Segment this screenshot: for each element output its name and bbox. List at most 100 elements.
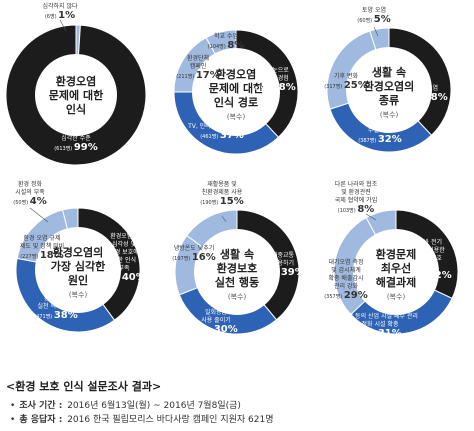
slice-value: (190명) 15% (200, 196, 244, 207)
slice-value: (399명) 32% (408, 270, 452, 281)
slice-name: 환경 보호 실천 의지 부족 (38, 294, 75, 310)
slice-value: (496명) 40% (102, 272, 146, 283)
slice-name: 심각한 수준 (61, 134, 91, 142)
footer-bullet: • (10, 415, 16, 425)
leader-line (221, 215, 227, 223)
slice-name: 기후 변화 (334, 72, 358, 80)
leader-line (29, 207, 49, 223)
slice-value: (227명) 18% (20, 250, 64, 261)
slice-label: 대중교통 이용하기(480명) 39% (261, 251, 305, 278)
chart-subtitle: (복수) (227, 113, 246, 121)
slice-name: 환경오염의 심각성 및 환경 보호에 대한 인식 부족 (109, 232, 139, 272)
slice-name: 일회용품 사용 줄이기 (201, 308, 231, 324)
chart-title: 생활 속 환경오염의 종류 (364, 65, 415, 107)
donut-center (35, 227, 121, 313)
leader-line (365, 213, 377, 221)
chart-subtitle: (복수) (69, 291, 88, 299)
slice-value: (471명) 38% (34, 310, 78, 321)
donut-chart-6: 환경문제 최우선 해결과제 (복수) 올바 전기 등을 이용한 환경 보호 실천(399명) … (324, 180, 459, 339)
donut-center (353, 229, 439, 315)
slice-value: (457명) 38% (404, 92, 448, 103)
footer-title: <환경 보호 인식 설문조사 결과> (6, 380, 162, 393)
survey-footer: <환경 보호 인식 설문조사 결과> • 조사 기간 : 2016년 6월13일(… (6, 378, 472, 425)
footer-bullet: • (10, 401, 16, 411)
slice-value: (613명) 99% (54, 142, 98, 153)
slice-value: (387명) 32% (358, 134, 402, 145)
footer-value: 2016년 6월13일(월) ~ 2016년 7월8일(금) (67, 401, 241, 411)
donut-chart-4: 환경오염의 가장 심각한 원인 (복수) 환경오염의 심각성 및 환경 보호에 대한 인식 부족… (13, 180, 146, 333)
slice-name: 냉방온도 낮추기 (174, 244, 215, 252)
chart-title: 환경문제 최우선 해결과제 (376, 247, 416, 289)
slice-value: (357명) 29% (324, 290, 368, 301)
chart-subtitle: (복수) (228, 293, 247, 301)
donut-center (192, 48, 280, 136)
chart-subtitle: (복수) (380, 111, 399, 119)
slice-label: 환경 보호 실천 의지 부족(471명) 38% (34, 294, 78, 321)
slice-label: 환경오염의 심각성 및 환경 보호에 대한 인식 부족(496명) 40% (102, 232, 146, 283)
slice-label: 기후 변화(317명) 25% (324, 72, 368, 91)
slice-value: (461명) 37% (200, 130, 244, 141)
slice-value: (6명) 1% (45, 10, 75, 21)
slice-label: 냉방온도 낮추기(197명) 16% (172, 244, 216, 263)
slice-name: 다른 나라와 협조 및 환경관련 국제 협약에 가입 (335, 180, 378, 204)
footer-key: 총 응답자 : (19, 415, 63, 425)
slice-value: (104명) 8% (208, 40, 245, 51)
donut-chart-5: 생활 속 환경보호 실천 행동 (복수) 대중교통 이용하기(480명) 39% 일회용품 사… (172, 180, 305, 335)
slice-label: 공장 등의 산업 시설 폐수 관리 정화 시설 확충(383명) 31% (342, 312, 418, 339)
donut-center (346, 47, 432, 133)
donut-center (35, 54, 117, 136)
slice-name: 환경 정화 시설의 부족 (15, 180, 45, 196)
slice-label: 심각한 수준(613명) 99% (54, 134, 98, 153)
slice-name: 학교 수업 (214, 32, 238, 40)
slice-label: 토양 오염(60명) 5% (357, 6, 391, 37)
chart-title: 환경오염의 가장 심각한 원인 (51, 245, 105, 287)
slice-label: 올바 전기 등을 이용한 환경 보호 실천(399명) 32% (408, 238, 452, 281)
slice-label: 대기오염 측정 및 감시체계 확충 배출감시 관리 강화(357명) 29% (324, 258, 368, 301)
slice-value: (383명) 31% (358, 328, 402, 339)
slice-label: 다른 나라와 협조 및 환경관련 국제 협약에 가입(103명) 8% (335, 180, 378, 221)
donut-center (194, 229, 280, 315)
slice-label: 심각하지 않다(6명) 1% (42, 2, 78, 32)
footer-key: 조사 기간 : (19, 401, 63, 411)
slice-label: 학교 수업(104명) 8% (208, 32, 245, 51)
slice-label: 일회용품 사용 줄이기(368명) 30% (194, 308, 238, 335)
chart-title: 환경오염 문제에 대한 인식 (49, 74, 103, 116)
slice-name: 수질 오염 (368, 126, 392, 134)
slice-value: (50명) 4% (13, 196, 46, 207)
slice-label: TV, 인터넷(유튜브 미디어)(461명) 37% (187, 122, 256, 141)
chart-title: 환경오염 문제에 대한 인식 경로 (209, 67, 263, 109)
slice-value: (475명) 38% (252, 82, 296, 93)
slice-name: 대중교통 이용하기 (272, 251, 295, 267)
slice-value: (480명) 39% (261, 267, 305, 278)
slice-name: 환경 오염 규제 제도 및 정책 미비 (20, 234, 64, 250)
footer-line-respondents: • 총 응답자 : 2016 한국 필립모리스 바다사랑 캠페인 지원자 621명 (10, 412, 472, 425)
slice-name: 재활용품 및 친환경제품 사용 (202, 180, 243, 196)
chart-title: 생활 속 환경보호 실천 행동 (215, 247, 259, 289)
slice-name: 심각하지 않다 (42, 2, 78, 10)
footer-line-period: • 조사 기간 : 2016년 6월13일(월) ~ 2016년 7월8일(금) (10, 398, 472, 411)
slice-label: 수질 오염(387명) 32% (358, 126, 402, 145)
slice-label: 환경단체 캠페인(211명) 17% (176, 54, 220, 81)
slice-name: 토양 오염 (362, 6, 386, 14)
slice-name: 공장 등의 산업 시설 폐수 관리 정화 시설 확충 (342, 312, 418, 328)
leader-line (373, 26, 379, 37)
slice-value: (197명) 16% (172, 252, 216, 263)
leader-line (59, 19, 67, 32)
slice-label: 재활용품 및 친환경제품 사용(190명) 15% (200, 180, 244, 223)
slice-value: (103명) 8% (338, 204, 375, 215)
footer-value: 2016 한국 필립모리스 바다사랑 캠페인 지원자 621명 (67, 415, 274, 425)
slice-name: 대기 오염 (414, 84, 438, 92)
chart-subtitle: (복수) (387, 293, 406, 301)
slice-label: 환경 정화 시설의 부족(50명) 4% (13, 180, 49, 223)
slice-label: 환경 오염 규제 제도 및 정책 미비(227명) 18% (20, 234, 64, 261)
donut-chart-1: 환경오염 문제에 대한 인식 심각하지 않다(6명) 1% 심각한 수준(613명) 9… (5, 2, 147, 166)
slice-value: (211명) 17% (176, 70, 220, 81)
donut-chart-2: 환경오염 문제에 대한 인식 경로 (복수) 직접 눈으로 보거나 경험(475명) 38… (173, 29, 299, 155)
slice-name: 올바 전기 등을 이용한 환경 보호 실천 (415, 238, 445, 270)
donut-chart-3: 생활 속 환경오염의 종류 (복수) 대기 오염(457명) 38% 수질 오염(387명… (324, 6, 452, 153)
slice-name: 직접 눈으로 보거나 경험 (259, 66, 289, 82)
slice-name: 환경단체 캠페인 (187, 54, 209, 70)
slice-value: (317명) 25% (324, 80, 368, 91)
slice-value: (60명) 5% (357, 14, 390, 25)
slice-label: 대기 오염(457명) 38% (404, 84, 448, 103)
